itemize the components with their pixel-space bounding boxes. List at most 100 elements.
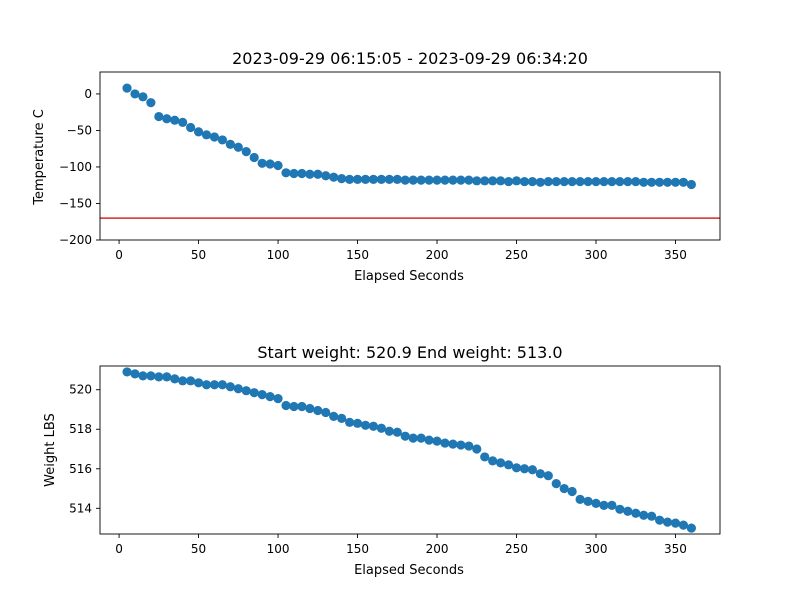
weight-data-point	[527, 465, 538, 475]
temperature-x-tick-label: 50	[191, 248, 206, 262]
weight-x-axis-label: Elapsed Seconds	[354, 563, 464, 578]
weight-data-point	[313, 405, 323, 416]
temperature-data-point	[352, 174, 363, 184]
weight-data-point	[368, 421, 379, 431]
weight-data-point	[305, 403, 315, 414]
temperature-data-point	[686, 179, 696, 190]
weight-data-point	[647, 511, 657, 521]
weight-data-point	[400, 431, 410, 441]
temperature-data-point	[337, 174, 347, 184]
weight-data-point	[480, 452, 490, 462]
weight-data-point	[631, 508, 641, 518]
temperature-data-point	[583, 176, 593, 187]
weight-data-point	[416, 433, 426, 443]
temperature-data-point	[575, 176, 585, 187]
weight-data-point	[559, 483, 569, 494]
weight-y-tick-label: 516	[69, 462, 92, 476]
temperature-data-point	[416, 175, 426, 185]
temperature-x-tick-label: 250	[505, 248, 528, 262]
weight-data-point	[146, 371, 156, 381]
weight-data-point	[496, 458, 506, 468]
temperature-data-point	[503, 176, 514, 187]
temperature-data-point	[305, 169, 315, 179]
temperature-data-point	[488, 176, 498, 186]
weight-data-point	[281, 400, 291, 411]
weight-data-point	[472, 444, 482, 454]
temperature-data-point	[344, 174, 355, 184]
temperature-data-point	[162, 114, 172, 124]
temperature-data-point	[193, 127, 204, 137]
weight-data-point	[257, 390, 267, 400]
temperature-data-point	[154, 111, 164, 122]
temperature-data-point	[591, 176, 601, 187]
weight-data-point	[178, 376, 188, 386]
temperature-data-point	[527, 176, 538, 187]
weight-data-point	[297, 401, 307, 412]
temperature-chart-title: 2023-09-29 06:15:05 - 2023-09-29 06:34:2…	[232, 49, 588, 68]
weight-data-point	[503, 460, 514, 470]
temperature-data-point	[201, 130, 212, 140]
temperature-data-point	[678, 177, 689, 187]
weight-data-point	[162, 372, 172, 382]
weight-x-tick-label: 0	[115, 542, 123, 556]
weight-data-point	[376, 423, 386, 433]
temperature-data-point	[607, 176, 617, 187]
temperature-data-point	[448, 175, 458, 185]
weight-x-tick-label: 150	[346, 542, 369, 556]
weight-data-point	[583, 496, 593, 506]
weight-data-point	[209, 380, 220, 390]
temperature-x-tick-label: 0	[115, 248, 123, 262]
weight-panel: Start weight: 520.9 End weight: 513.0 El…	[43, 343, 721, 578]
temperature-data-point	[265, 159, 275, 169]
temperature-y-tick-label: −200	[59, 233, 92, 247]
temperature-data-point	[432, 175, 442, 185]
temperature-data-point	[424, 175, 434, 185]
temperature-data-point	[456, 175, 466, 185]
temperature-data-point	[551, 176, 561, 187]
temperature-data-point	[329, 172, 339, 182]
temperature-data-point	[670, 177, 681, 187]
weight-data-point	[448, 439, 458, 449]
temperature-data-point	[209, 132, 220, 142]
temperature-data-point	[623, 176, 633, 187]
weight-data-point	[543, 471, 553, 481]
temperature-y-tick-label: −50	[67, 123, 92, 137]
weight-data-point	[217, 380, 228, 390]
weight-data-point	[670, 518, 681, 528]
weight-data-point	[678, 520, 689, 530]
temperature-data-point	[535, 177, 545, 187]
weight-data-point	[265, 392, 275, 402]
weight-data-point	[344, 417, 355, 427]
weight-data-point	[639, 510, 649, 520]
weight-data-point	[408, 433, 418, 443]
weight-x-tick-label: 100	[267, 542, 290, 556]
weight-plot-area: 0 50 100 150 200 250 300 350 514 516 518 520	[69, 365, 721, 556]
weight-data-point	[193, 378, 204, 388]
temperature-data-point	[631, 176, 641, 187]
temperature-data-point	[186, 122, 196, 133]
weight-data-point	[424, 435, 434, 445]
temperature-data-point	[400, 175, 410, 185]
temperature-data-point	[225, 139, 235, 149]
temperature-data-point	[567, 176, 577, 187]
temperature-data-point	[639, 177, 649, 187]
temperature-data-point	[321, 171, 331, 181]
temperature-data-point	[440, 175, 450, 185]
temperature-data-point	[480, 176, 490, 186]
weight-data-point	[329, 411, 339, 421]
weight-data-point	[273, 394, 283, 404]
temperature-data-point	[297, 168, 307, 179]
temperature-data-point	[257, 158, 267, 168]
temperature-data-point	[313, 169, 323, 179]
temperature-data-point	[543, 176, 553, 187]
weight-data-point	[662, 517, 673, 527]
weight-x-tick-label: 50	[191, 542, 206, 556]
weight-data-point	[170, 374, 180, 384]
weight-data-point	[575, 494, 585, 505]
temperature-data-point	[249, 152, 259, 163]
weight-y-axis-label: Weight LBS	[43, 413, 58, 487]
weight-x-tick-label: 250	[505, 542, 528, 556]
weight-x-tick-label: 350	[664, 542, 687, 556]
temperature-data-point	[241, 147, 251, 157]
